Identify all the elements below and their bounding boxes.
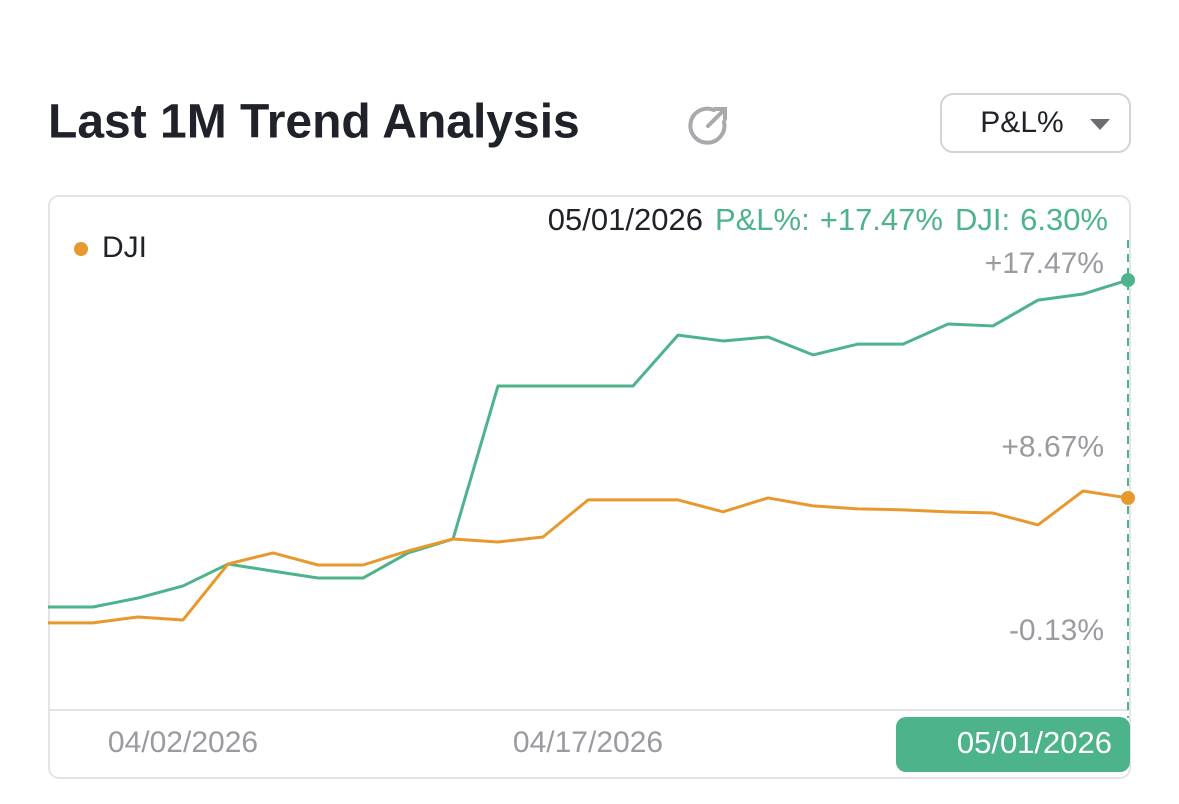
y-tick-label: -0.13% <box>1009 614 1104 647</box>
title: Last 1M Trend Analysis <box>48 96 580 149</box>
y-tick-label: +8.67% <box>1001 430 1104 463</box>
tooltip-label: DJI: <box>955 202 1010 237</box>
tooltip-date: 05/01/2026 <box>548 202 703 237</box>
dropdown-caret <box>1090 119 1110 130</box>
y-tick-label: +17.47% <box>985 247 1104 280</box>
x-tick-label: 04/02/2026 <box>108 726 258 759</box>
legend-label: DJI <box>102 231 147 264</box>
tooltip-label: P&L%: <box>715 202 810 237</box>
legend-dot <box>74 242 88 256</box>
tooltip-value: +17.47% <box>820 202 943 237</box>
date-pill <box>896 717 1130 772</box>
dropdown-label: P&L% <box>980 106 1063 139</box>
series-line <box>48 489 1129 625</box>
dropdown-box <box>940 93 1131 153</box>
share-icon[interactable] <box>688 106 727 145</box>
share-arrow <box>706 107 727 128</box>
chart-card <box>48 195 1131 779</box>
hover-dot <box>1121 273 1135 288</box>
dropdown[interactable]: P&L% <box>940 93 1131 153</box>
tooltip-value: 6.30% <box>1020 202 1108 237</box>
tooltip: 05/01/2026 P&L%: +17.47% DJI: 6.30% <box>548 202 1108 237</box>
x-tick-label: 04/17/2026 <box>513 726 663 759</box>
hover-dot <box>1121 490 1135 505</box>
share-arc <box>688 106 727 145</box>
x-tick-label: 05/01/2026 <box>957 725 1112 760</box>
